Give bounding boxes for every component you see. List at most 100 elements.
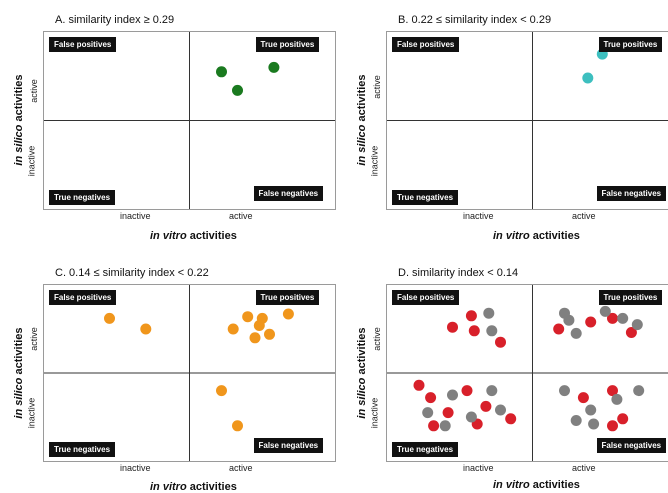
scatter-svg bbox=[387, 32, 668, 209]
data-point bbox=[582, 72, 594, 84]
quadrant-label-true-positives: True positives bbox=[598, 37, 663, 52]
quadrant-label-true-negatives: True negatives bbox=[392, 442, 459, 457]
data-point bbox=[486, 325, 498, 337]
data-point bbox=[422, 407, 434, 419]
data-point bbox=[227, 323, 239, 335]
data-point bbox=[232, 420, 243, 432]
x-axis-label: in vitro activities bbox=[150, 481, 237, 493]
quadrant-label-false-negatives: False negatives bbox=[253, 438, 324, 453]
x-tick-inactive: inactive bbox=[120, 463, 151, 473]
data-point bbox=[242, 311, 254, 323]
y-tick-active: active bbox=[28, 327, 39, 351]
scatter-svg bbox=[387, 285, 668, 461]
data-point bbox=[413, 379, 425, 391]
panel-title: D. similarity index < 0.14 bbox=[398, 267, 519, 279]
data-point bbox=[253, 320, 265, 331]
data-point bbox=[599, 305, 611, 317]
data-point bbox=[264, 328, 275, 340]
panel-title: C. 0.14 ≤ similarity index < 0.22 bbox=[55, 267, 209, 279]
x-tick-inactive: inactive bbox=[463, 211, 494, 221]
data-point bbox=[607, 312, 618, 324]
x-axis-label: in vitro activities bbox=[493, 479, 580, 491]
data-point bbox=[483, 307, 495, 319]
data-point bbox=[461, 385, 473, 397]
plot-area: False positives True positives True negati… bbox=[386, 31, 668, 210]
panel-title: A. similarity index ≥ 0.29 bbox=[55, 14, 175, 26]
data-point bbox=[611, 393, 623, 405]
data-point bbox=[617, 413, 629, 425]
data-point bbox=[447, 321, 458, 333]
plot-area: False positives True positives True negati… bbox=[386, 284, 668, 462]
scatter-svg bbox=[44, 285, 335, 461]
quadrant-label-true-negatives: True negatives bbox=[49, 442, 116, 457]
data-point bbox=[468, 325, 480, 337]
data-point bbox=[570, 327, 582, 339]
quadrant-label-true-positives: True positives bbox=[255, 290, 320, 305]
y-tick-active: active bbox=[28, 79, 39, 103]
data-point bbox=[495, 404, 506, 416]
panel-title: B. 0.22 ≤ similarity index < 0.29 bbox=[398, 14, 552, 26]
x-axis-label: in vitro activities bbox=[150, 230, 237, 242]
x-axis-label: in vitro activities bbox=[493, 230, 580, 242]
data-point bbox=[428, 420, 440, 432]
data-point bbox=[216, 385, 227, 397]
data-point bbox=[633, 385, 645, 397]
y-tick-inactive: inactive bbox=[26, 145, 37, 177]
quadrant-label-false-positives: False positives bbox=[49, 37, 117, 52]
y-tick-active: active bbox=[371, 75, 382, 99]
y-tick-active: active bbox=[371, 327, 382, 351]
data-point bbox=[495, 336, 506, 348]
quadrant-label-true-negatives: True negatives bbox=[49, 190, 116, 205]
y-axis-label: in silico activities bbox=[356, 327, 368, 419]
quadrant-label-false-negatives: False negatives bbox=[253, 186, 324, 201]
x-tick-active: active bbox=[572, 463, 596, 473]
quadrant-label-false-positives: False positives bbox=[392, 290, 460, 305]
data-point bbox=[631, 319, 643, 331]
data-point bbox=[465, 411, 477, 423]
x-tick-inactive: inactive bbox=[463, 463, 494, 473]
data-point bbox=[268, 61, 280, 73]
x-tick-active: active bbox=[229, 211, 253, 221]
data-point bbox=[585, 404, 597, 416]
data-point bbox=[282, 308, 294, 320]
data-point bbox=[553, 323, 565, 335]
data-point bbox=[570, 415, 582, 426]
data-point bbox=[480, 400, 492, 412]
y-tick-inactive: inactive bbox=[369, 145, 380, 177]
quadrant-label-true-positives: True positives bbox=[598, 290, 663, 305]
quadrant-label-true-negatives: True negatives bbox=[392, 190, 459, 205]
y-tick-inactive: inactive bbox=[26, 397, 37, 429]
plot-area: False positives True positives True negati… bbox=[43, 284, 336, 462]
data-point bbox=[588, 418, 600, 430]
scatter-svg bbox=[44, 32, 335, 209]
quadrant-label-false-positives: False positives bbox=[392, 37, 460, 52]
plot-area: False positives True positives True negati… bbox=[43, 31, 336, 210]
data-point bbox=[425, 392, 437, 404]
quadrant-label-true-positives: True positives bbox=[255, 37, 320, 52]
y-axis-label: in silico activities bbox=[13, 74, 25, 166]
data-point bbox=[465, 310, 477, 322]
data-point bbox=[140, 323, 152, 335]
data-point bbox=[486, 385, 498, 397]
data-point bbox=[585, 316, 597, 328]
x-tick-inactive: inactive bbox=[120, 211, 151, 221]
data-point bbox=[607, 385, 618, 397]
quadrant-label-false-positives: False positives bbox=[49, 290, 117, 305]
data-point bbox=[577, 392, 589, 404]
data-point bbox=[559, 307, 570, 319]
data-point bbox=[447, 389, 458, 401]
data-point bbox=[559, 385, 570, 397]
y-axis-label: in silico activities bbox=[13, 327, 25, 419]
x-tick-active: active bbox=[572, 211, 596, 221]
data-point bbox=[505, 413, 517, 425]
data-point bbox=[232, 84, 243, 96]
data-point bbox=[216, 66, 227, 78]
x-tick-active: active bbox=[229, 463, 253, 473]
data-point bbox=[104, 312, 115, 324]
y-tick-inactive: inactive bbox=[369, 397, 380, 429]
data-point bbox=[617, 312, 629, 324]
y-axis-label: in silico activities bbox=[356, 74, 368, 166]
quadrant-label-false-negatives: False negatives bbox=[596, 438, 667, 453]
data-point bbox=[439, 420, 451, 432]
data-point bbox=[249, 332, 261, 344]
